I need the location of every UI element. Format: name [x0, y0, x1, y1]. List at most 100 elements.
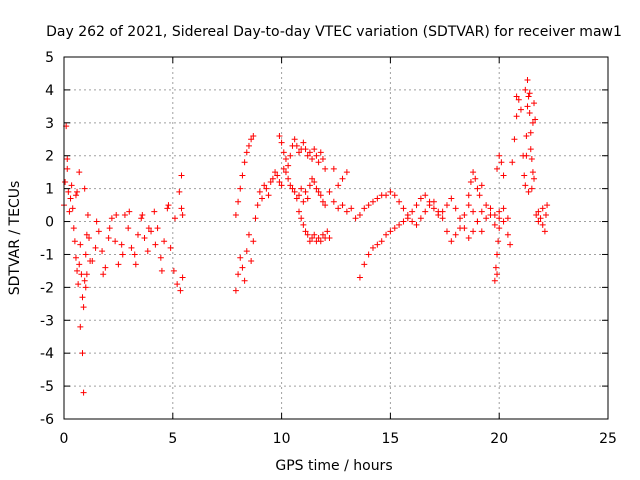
data-point: [317, 149, 324, 156]
series-seg-d-spikes: [491, 225, 514, 284]
data-point: [178, 172, 185, 179]
data-point: [527, 129, 534, 136]
data-point: [522, 86, 529, 93]
data-point: [81, 277, 88, 284]
data-point: [293, 142, 300, 149]
data-point: [330, 165, 337, 172]
data-point: [396, 198, 403, 205]
axis-ticks: [63, 56, 609, 420]
data-point: [278, 139, 285, 146]
data-point: [254, 202, 261, 209]
y-tick-label: 0: [45, 215, 54, 231]
data-point: [132, 261, 139, 268]
data-point: [300, 221, 307, 228]
data-point: [443, 228, 450, 235]
series-seg-c-upper: [232, 132, 329, 218]
data-point: [529, 169, 536, 176]
data-point: [79, 350, 86, 357]
data-point: [413, 221, 420, 228]
data-point: [537, 215, 544, 222]
data-point: [461, 211, 468, 218]
data-point: [500, 218, 507, 225]
y-tick-label: 3: [45, 116, 54, 132]
data-point: [300, 139, 307, 146]
data-point: [544, 202, 551, 209]
data-point: [409, 208, 416, 215]
data-point: [511, 136, 518, 143]
data-point: [383, 231, 390, 238]
data-point: [356, 274, 363, 281]
data-point: [474, 218, 481, 225]
data-point: [467, 179, 474, 186]
data-point: [248, 136, 255, 143]
data-point: [515, 96, 522, 103]
data-point: [158, 267, 165, 274]
data-point: [170, 267, 177, 274]
data-point: [348, 205, 355, 212]
data-point: [319, 198, 326, 205]
data-point: [472, 175, 479, 182]
data-point: [306, 149, 313, 156]
data-point: [465, 192, 472, 199]
data-point: [152, 241, 159, 248]
data-point: [245, 142, 252, 149]
plot-frame: [63, 56, 609, 420]
data-point: [161, 238, 168, 245]
data-point: [171, 215, 178, 222]
data-point: [521, 172, 528, 179]
data-point: [507, 241, 514, 248]
data-point: [529, 119, 536, 126]
data-point: [356, 211, 363, 218]
data-point: [413, 202, 420, 209]
data-point: [237, 254, 244, 261]
data-point: [541, 228, 548, 235]
data-point: [492, 264, 499, 271]
data-point: [99, 248, 106, 255]
data-point: [139, 211, 146, 218]
data-point: [144, 248, 151, 255]
data-point: [322, 165, 329, 172]
data-point: [369, 244, 376, 251]
data-point: [151, 208, 158, 215]
data-point: [324, 228, 331, 235]
data-point: [426, 198, 433, 205]
data-point: [531, 175, 538, 182]
data-point: [291, 136, 298, 143]
data-point: [239, 264, 246, 271]
y-axis-label: SDTVAR / TECUs: [7, 181, 23, 296]
data-point: [276, 132, 283, 139]
data-point: [239, 172, 246, 179]
data-point: [457, 215, 464, 222]
data-point: [396, 221, 403, 228]
data-point: [526, 90, 533, 97]
data-point: [82, 251, 89, 258]
data-point: [335, 182, 342, 189]
data-point: [267, 179, 274, 186]
series-seg-c: [232, 165, 329, 294]
data-point: [306, 182, 313, 189]
data-point: [72, 192, 79, 199]
data-point: [65, 188, 72, 195]
data-point: [72, 254, 79, 261]
data-point: [319, 231, 326, 238]
data-point: [64, 156, 71, 163]
data-point: [494, 251, 501, 258]
data-points: [61, 77, 551, 396]
data-point: [77, 323, 84, 330]
data-point: [105, 235, 112, 241]
data-point: [148, 228, 155, 235]
data-point: [241, 277, 248, 284]
series-seg-d-upper: [330, 152, 507, 199]
data-point: [296, 192, 303, 199]
data-point: [276, 179, 283, 186]
data-point: [417, 195, 424, 202]
data-point: [487, 205, 494, 212]
data-point: [282, 169, 289, 176]
data-point: [522, 182, 529, 189]
data-point: [317, 192, 324, 199]
series-seg-f: [533, 202, 551, 235]
data-point: [177, 287, 184, 294]
data-point: [298, 215, 305, 222]
data-point: [157, 254, 164, 261]
data-point: [374, 195, 381, 202]
